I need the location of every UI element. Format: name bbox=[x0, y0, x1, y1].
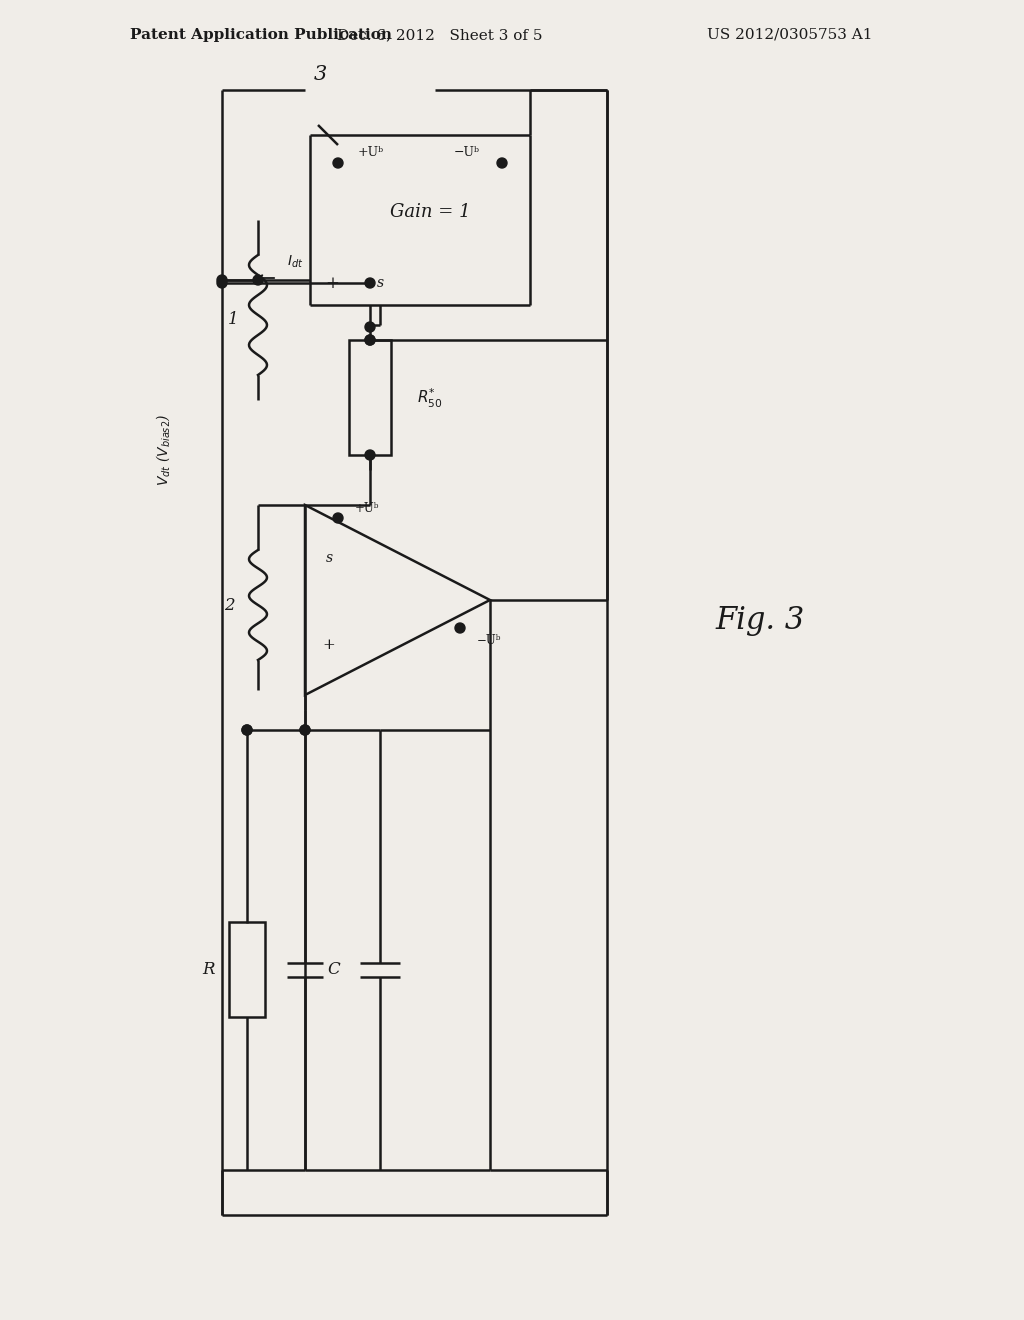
Circle shape bbox=[242, 725, 252, 735]
Text: −Uᵇ: −Uᵇ bbox=[477, 634, 502, 647]
Text: Gain = 1: Gain = 1 bbox=[390, 203, 470, 220]
Circle shape bbox=[365, 335, 375, 345]
Text: −Uᵇ: −Uᵇ bbox=[454, 147, 480, 160]
Text: $R_{50}^{*}$: $R_{50}^{*}$ bbox=[417, 387, 442, 409]
Text: +Uᵇ: +Uᵇ bbox=[355, 502, 380, 515]
Text: R: R bbox=[203, 961, 215, 978]
Circle shape bbox=[300, 725, 310, 735]
Text: s: s bbox=[377, 276, 384, 290]
Bar bbox=[349, 341, 391, 455]
Text: Fig. 3: Fig. 3 bbox=[716, 605, 805, 635]
Text: +Uᵇ: +Uᵇ bbox=[358, 147, 384, 160]
Circle shape bbox=[365, 279, 375, 288]
Circle shape bbox=[333, 158, 343, 168]
Text: C: C bbox=[327, 961, 340, 978]
Text: Patent Application Publication: Patent Application Publication bbox=[130, 28, 392, 42]
Text: s: s bbox=[326, 550, 333, 565]
Text: $I_{dt}$: $I_{dt}$ bbox=[287, 253, 303, 271]
Text: +: + bbox=[323, 638, 336, 652]
Circle shape bbox=[497, 158, 507, 168]
Text: Dec. 6, 2012   Sheet 3 of 5: Dec. 6, 2012 Sheet 3 of 5 bbox=[337, 28, 543, 42]
Circle shape bbox=[333, 513, 343, 523]
Text: US 2012/0305753 A1: US 2012/0305753 A1 bbox=[708, 28, 872, 42]
Circle shape bbox=[365, 335, 375, 345]
Circle shape bbox=[455, 623, 465, 634]
Text: 1: 1 bbox=[227, 312, 238, 329]
Circle shape bbox=[253, 275, 263, 285]
Text: $V_{dt}$ ($V_{bias2}$): $V_{dt}$ ($V_{bias2}$) bbox=[154, 413, 172, 486]
Circle shape bbox=[242, 725, 252, 735]
Circle shape bbox=[217, 279, 227, 288]
Text: 3: 3 bbox=[313, 66, 327, 84]
Circle shape bbox=[365, 450, 375, 459]
Bar bbox=[229, 921, 265, 1016]
Circle shape bbox=[300, 725, 310, 735]
Text: +: + bbox=[325, 275, 339, 292]
Circle shape bbox=[365, 322, 375, 333]
Text: 2: 2 bbox=[224, 597, 234, 614]
Circle shape bbox=[217, 275, 227, 285]
